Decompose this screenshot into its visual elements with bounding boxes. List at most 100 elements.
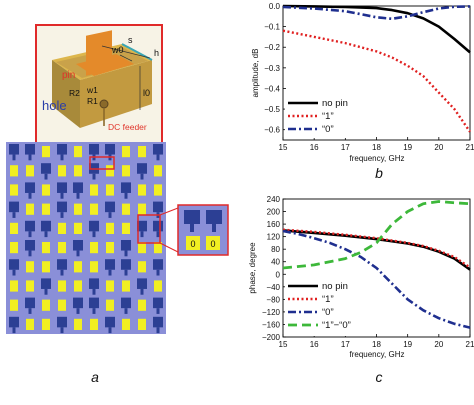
array-cell-stub [60, 154, 64, 161]
array-cell-stub [60, 269, 64, 276]
label-h: h [154, 48, 159, 58]
array-cell-blue [121, 240, 131, 251]
amplitude-x-label: frequency, GHz [350, 154, 405, 163]
array-cell-stub [156, 269, 160, 276]
array-cell-stub [44, 288, 48, 295]
zoom-stub-2 [212, 224, 216, 232]
array-cell-yellow [106, 299, 114, 311]
array-cell-stub [60, 327, 64, 334]
array-cell-yellow [90, 242, 98, 254]
leader-zoom-bottom [159, 242, 179, 253]
array-cell-stub [108, 269, 112, 276]
array-cell-blue [153, 316, 163, 328]
panel-label-a: a [91, 369, 99, 385]
phase-legend: no pin “1” “0” “1”−“0” [285, 280, 369, 336]
label-l0: l0 [143, 88, 150, 98]
array-cell-stub [124, 308, 128, 314]
array-cell-yellow [74, 261, 82, 273]
label-R2: R2 [69, 88, 80, 98]
array-cell-stub [12, 154, 16, 161]
label-pin: pin [62, 70, 75, 81]
y-tick-label: −0.1 [264, 23, 280, 32]
array-cell-yellow [42, 261, 50, 273]
x-tick-label: 18 [372, 340, 381, 349]
array-cell-stub [92, 288, 96, 295]
array-cell-blue [9, 144, 19, 155]
zoom-label-2: 0 [210, 239, 215, 249]
phase-legend-label-0: no pin [322, 281, 348, 292]
array-cell-stub [44, 173, 48, 180]
array-cell-yellow [122, 318, 130, 330]
array-cell-yellow [58, 280, 66, 292]
array-cell-stub [28, 250, 32, 257]
zoom-stub-1 [190, 224, 194, 232]
array-cell-stub [156, 327, 160, 334]
array-cell-yellow [74, 203, 82, 215]
array-cell-yellow [138, 146, 146, 158]
array-cell-yellow [26, 318, 34, 330]
array-cell-yellow [154, 184, 162, 196]
array-cell-blue [153, 144, 163, 155]
phase-chart: 15 16 17 18 19 20 21 240 200 160 120 80 40 0 −40 −80 −1… [248, 195, 474, 385]
array-cell-yellow [42, 242, 50, 254]
y-tick-label: −0.6 [264, 126, 280, 135]
label-s: s [128, 35, 133, 45]
array-cell-yellow [58, 222, 66, 234]
zoom-yellow-2 [206, 236, 220, 250]
array-highlight-right [137, 214, 161, 244]
array-cell-yellow [154, 242, 162, 254]
array-cell-yellow [26, 261, 34, 273]
array-cell-yellow [122, 146, 130, 158]
array-cell-yellow [74, 222, 82, 234]
x-tick-label: 19 [403, 143, 412, 152]
metal-patch-body [86, 30, 112, 76]
phase-legend-box [285, 280, 369, 336]
amplitude-y-label: amplitude, dB [251, 49, 260, 98]
amplitude-legend: no pin “1” “0” [285, 96, 365, 138]
array-cell-blue [121, 297, 131, 309]
substrate-left [52, 60, 80, 128]
x-tick-label: 21 [466, 143, 474, 152]
x-tick-label: 16 [310, 143, 319, 152]
array-cell-stub [12, 327, 16, 334]
phase-y-ticks: 240 200 160 120 80 40 0 −40 −80 −120 −160 −200 [262, 195, 286, 342]
y-tick-label: −200 [262, 333, 281, 342]
array-cell-blue [25, 182, 35, 193]
array-cell-blue [121, 182, 131, 193]
array-cell-yellow [122, 280, 130, 292]
array-cell-blue [57, 201, 67, 213]
y-tick-label: 120 [267, 233, 281, 242]
array-cell-stub [12, 269, 16, 276]
array-cell-stub [28, 231, 32, 238]
array-cell-yellow [42, 318, 50, 330]
y-tick-label: −40 [266, 283, 280, 292]
array-cell-yellow [122, 203, 130, 215]
array-cell-stub [60, 212, 64, 218]
array-cell-stub [92, 173, 96, 180]
phase-legend-label-2: “0” [322, 307, 334, 318]
array-cell-stub [108, 212, 112, 218]
array-cell-yellow [74, 280, 82, 292]
array-cell-yellow [74, 146, 82, 158]
array-cell-stub [76, 308, 80, 314]
zoom-patch-1 [184, 210, 200, 224]
array-cell-stub [124, 192, 128, 199]
array-cell-yellow [138, 203, 146, 215]
array-cell-blue [105, 201, 115, 213]
array-cell-stub [92, 231, 96, 238]
array-cell-yellow [10, 299, 18, 311]
array-cell-yellow [26, 203, 34, 215]
array-cell-blue [105, 316, 115, 328]
x-tick-label: 15 [279, 340, 288, 349]
array-highlight-top [89, 156, 115, 170]
array-cell-yellow [122, 165, 130, 177]
array-cell-yellow [58, 165, 66, 177]
zoom-patch-2 [206, 210, 222, 224]
y-tick-label: −0.3 [264, 64, 280, 73]
y-tick-label: 40 [271, 258, 280, 267]
y-tick-label: 200 [267, 208, 281, 217]
array-cell-blue [57, 259, 67, 270]
array-cell-blue [41, 220, 51, 232]
array-cell-yellow [42, 203, 50, 215]
